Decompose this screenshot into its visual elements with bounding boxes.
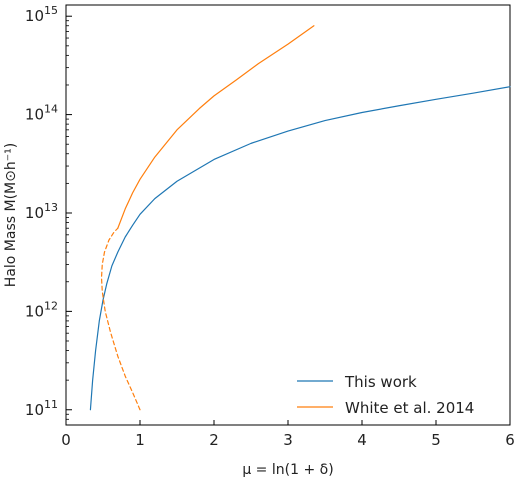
- y-axis-label: Halo Mass M(M⊙h⁻¹): [3, 143, 19, 287]
- x-axis-ticks: 0 1 2 3 4 5 6: [61, 420, 515, 449]
- y-tick-label: 1012: [25, 299, 58, 320]
- x-tick-label: 5: [431, 431, 441, 449]
- plot-frame: [65, 4, 511, 426]
- legend-label-this-work: This work: [344, 373, 417, 391]
- x-tick-label: 4: [357, 431, 367, 449]
- legend: This work White et al. 2014: [297, 373, 474, 417]
- y-tick-label: 1011: [25, 398, 58, 419]
- series-line-0: [89, 86, 511, 411]
- y-tick-label: 1015: [25, 4, 58, 25]
- x-tick-label: 6: [505, 431, 515, 449]
- y-tick-label: 1014: [25, 103, 58, 124]
- series-line-1: [117, 25, 315, 229]
- x-tick-label: 1: [135, 431, 145, 449]
- legend-label-white-et-al-2014: White et al. 2014: [345, 399, 474, 417]
- series-lines: [89, 25, 511, 411]
- y-tick-label: 1013: [25, 201, 58, 222]
- x-axis-label: μ = ln(1 + δ): [242, 462, 333, 478]
- series-line-2: [100, 227, 141, 411]
- y-axis-ticks: 1011 1012 1013 1014 1015: [25, 4, 72, 420]
- x-tick-label: 0: [61, 431, 71, 449]
- x-tick-label: 3: [283, 431, 293, 449]
- x-tick-label: 2: [209, 431, 219, 449]
